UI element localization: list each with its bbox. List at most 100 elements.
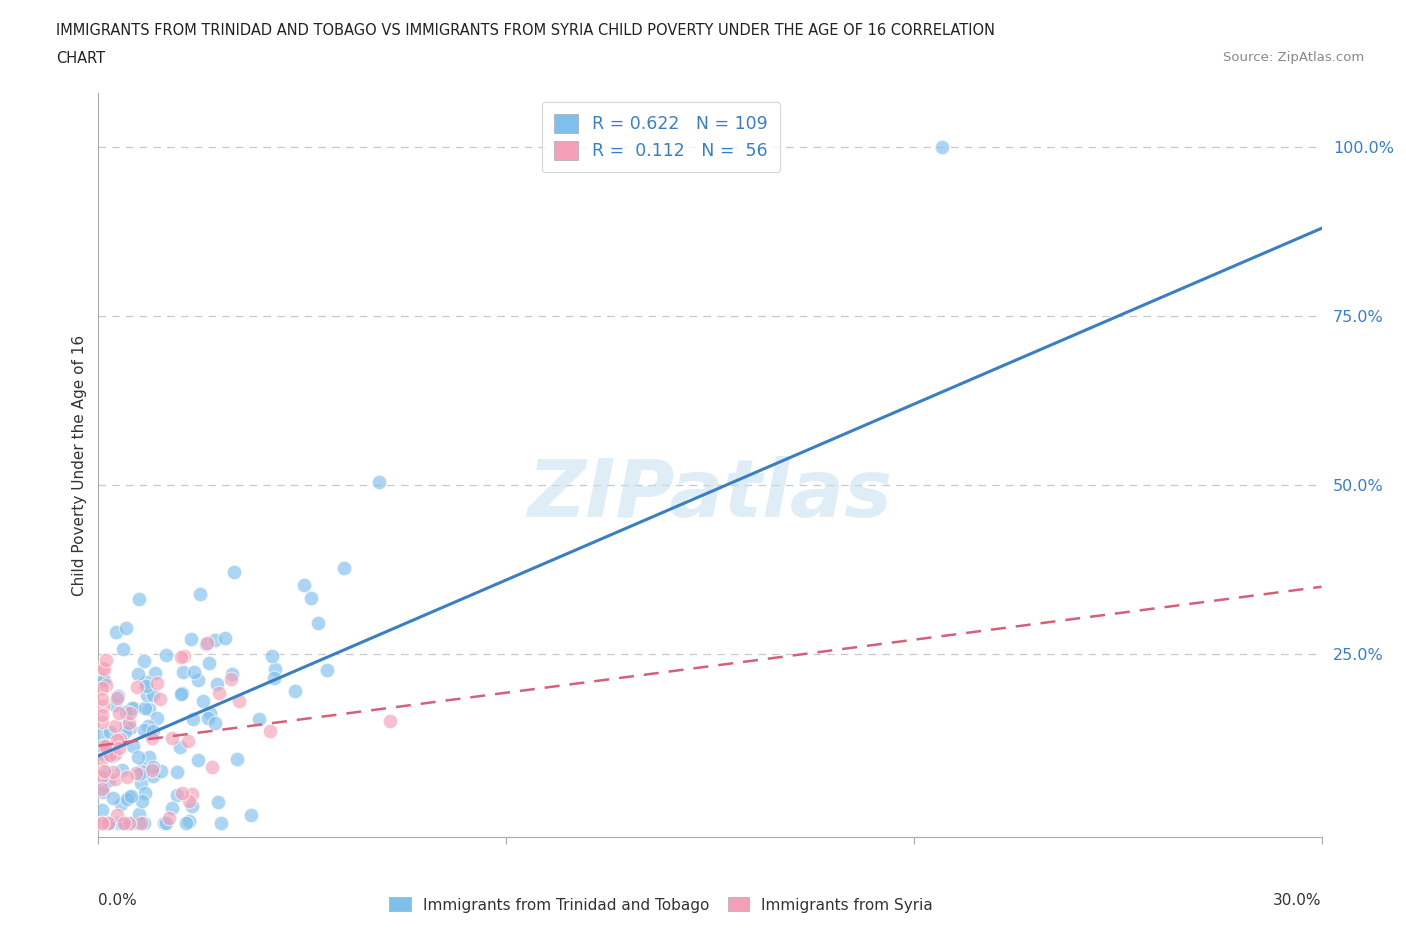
Point (209, 816, 232, 830)
Point (247, 711, 270, 726)
Point (94, 653, 117, 668)
Point (97, 773, 120, 788)
Point (132, 654, 155, 669)
Point (262, 648, 284, 663)
Point (179, 813, 201, 828)
Point (93, 747, 115, 762)
Point (132, 723, 155, 737)
Point (153, 816, 176, 830)
Point (204, 715, 226, 730)
Point (204, 633, 226, 648)
Point (129, 776, 152, 790)
Point (169, 739, 191, 754)
Point (120, 721, 142, 736)
Point (155, 816, 177, 830)
Point (117, 769, 139, 784)
Point (207, 794, 229, 809)
Point (141, 730, 163, 745)
Point (259, 724, 281, 739)
Point (93, 816, 115, 830)
Point (142, 687, 165, 702)
Point (143, 665, 166, 680)
Point (142, 760, 165, 775)
Point (91, 751, 114, 766)
Point (121, 701, 143, 716)
Point (183, 664, 205, 679)
Point (146, 675, 169, 690)
Point (172, 665, 194, 680)
Point (299, 591, 322, 605)
Point (128, 591, 150, 606)
Point (91, 691, 114, 706)
Point (197, 711, 219, 725)
Point (101, 790, 124, 805)
Point (138, 750, 160, 764)
Point (181, 711, 204, 726)
Point (201, 759, 224, 774)
Point (114, 724, 136, 739)
Point (110, 797, 132, 812)
Point (194, 637, 217, 652)
Point (155, 648, 177, 663)
Point (118, 706, 141, 721)
Point (166, 788, 188, 803)
Point (127, 816, 149, 830)
Point (146, 711, 169, 725)
Point (118, 816, 141, 830)
Point (187, 752, 209, 767)
Point (104, 719, 127, 734)
Point (187, 672, 209, 687)
Point (122, 700, 145, 715)
Point (100, 749, 122, 764)
Point (177, 733, 200, 748)
Point (197, 635, 219, 650)
Text: Source: ZipAtlas.com: Source: ZipAtlas.com (1223, 51, 1364, 64)
Point (121, 738, 143, 753)
Point (284, 684, 307, 698)
Text: IMMIGRANTS FROM TRINIDAD AND TOBAGO VS IMMIGRANTS FROM SYRIA CHILD POVERTY UNDER: IMMIGRANTS FROM TRINIDAD AND TOBAGO VS I… (56, 23, 995, 38)
Point (91, 660, 114, 675)
Point (91, 726, 114, 741)
Point (108, 706, 131, 721)
Point (142, 769, 165, 784)
Point (91, 768, 114, 783)
Point (105, 691, 128, 706)
Point (120, 789, 142, 804)
Point (93, 662, 115, 677)
Point (141, 763, 163, 777)
Point (160, 731, 183, 746)
Point (93, 778, 115, 793)
Point (198, 706, 221, 721)
Point (103, 772, 125, 787)
Point (91, 738, 114, 753)
Point (107, 688, 129, 703)
Y-axis label: Child Poverty Under the Age of 16: Child Poverty Under the Age of 16 (72, 335, 87, 595)
Point (193, 693, 215, 708)
Point (162, 801, 184, 816)
Point (157, 811, 180, 826)
Text: ZIPatlas: ZIPatlas (527, 456, 893, 534)
Point (228, 693, 250, 708)
Point (91, 681, 114, 696)
Point (136, 718, 159, 733)
Point (149, 692, 172, 707)
Point (166, 765, 188, 780)
Point (170, 686, 193, 701)
Point (333, 561, 356, 576)
Point (91, 672, 114, 687)
Point (115, 791, 138, 806)
Point (263, 671, 285, 685)
Point (115, 717, 138, 732)
Point (136, 688, 159, 703)
Point (177, 793, 200, 808)
Point (121, 816, 143, 830)
Point (263, 662, 285, 677)
Point (128, 806, 150, 821)
Point (91, 698, 114, 713)
Point (105, 807, 128, 822)
Point (208, 685, 231, 700)
Point (222, 565, 245, 579)
Point (104, 746, 127, 761)
Point (198, 656, 221, 671)
Text: CHART: CHART (56, 51, 105, 66)
